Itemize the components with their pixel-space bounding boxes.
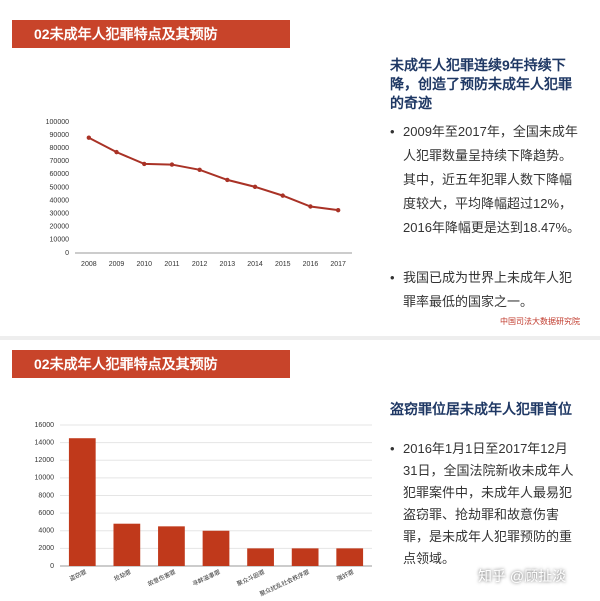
- bar: [113, 523, 141, 566]
- y-tick-label: 0: [50, 563, 54, 570]
- x-tick-label: 盗窃罪: [68, 568, 88, 583]
- bar: [291, 548, 319, 566]
- bar: [202, 530, 230, 566]
- x-tick-label: 2010: [136, 261, 152, 268]
- y-tick-label: 2000: [38, 545, 54, 552]
- point: [169, 162, 175, 167]
- y-tick-label: 60000: [50, 171, 70, 178]
- y-tick-label: 50000: [50, 184, 70, 191]
- header: 02未成年人犯罪特点及其预防: [12, 350, 290, 378]
- bar: [158, 526, 185, 566]
- point: [308, 204, 313, 209]
- y-tick-label: 40000: [50, 197, 70, 204]
- x-tick-label: 寻衅滋事罪: [191, 568, 222, 588]
- title: 未成年人犯罪连续9年持续下降，创造了预防未成年人犯罪的奇迹: [390, 57, 572, 111]
- bar: [247, 548, 274, 566]
- y-tick-label: 0: [65, 250, 69, 257]
- y-tick-label: 100000: [46, 119, 69, 126]
- y-tick-label: 10000: [35, 475, 55, 482]
- x-tick-label: 2013: [220, 261, 236, 268]
- y-tick-label: 4000: [38, 528, 54, 535]
- header: 02未成年人犯罪特点及其预防: [12, 20, 290, 48]
- x-tick-label: 2017: [330, 261, 346, 268]
- y-tick-label: 8000: [38, 492, 54, 499]
- point: [197, 167, 202, 173]
- x-tick-label: 聚众斗殴罪: [236, 569, 266, 588]
- bullet: 2016年1月1日至2017年12月31日，全国法院新收未成年人犯罪案件中，未成…: [390, 438, 580, 570]
- x-tick-label: 2012: [192, 261, 208, 268]
- separator: [0, 336, 600, 340]
- x-tick-label: 2008: [81, 261, 97, 268]
- x-tick-label: 2016: [303, 261, 319, 268]
- y-tick-label: 10000: [50, 237, 70, 244]
- x-tick-label: 聚众扰乱社会秩序罪: [258, 568, 310, 598]
- point: [114, 149, 119, 155]
- x-tick-label: 2014: [247, 261, 263, 268]
- source: 中国司法大数据研究院: [500, 317, 580, 326]
- bar: [68, 438, 96, 566]
- point: [86, 135, 92, 140]
- y-tick-label: 20000: [50, 224, 70, 231]
- point: [280, 193, 285, 198]
- y-tick-label: 30000: [50, 211, 70, 218]
- y-tick-label: 90000: [50, 132, 70, 139]
- point: [225, 177, 230, 183]
- title: 盗窃罪位居未成年人犯罪首位: [390, 401, 572, 417]
- x-tick-label: 2015: [275, 261, 291, 268]
- bar: [336, 548, 364, 566]
- point: [252, 184, 258, 190]
- x-tick-label: 强奸罪: [336, 568, 356, 583]
- x-tick-label: 2011: [164, 261, 179, 268]
- y-tick-label: 14000: [35, 439, 55, 446]
- y-tick-label: 70000: [50, 158, 70, 165]
- point: [142, 161, 147, 167]
- x-tick-label: 抢劫罪: [113, 568, 133, 583]
- point: [335, 207, 341, 213]
- line: [88, 136, 339, 212]
- x-tick-label: 2009: [109, 261, 125, 268]
- bullet: 我国已成为世界上未成年人犯罪率最低的国家之一。: [390, 266, 580, 314]
- watermark: 知乎 @顾扯淡: [478, 568, 567, 584]
- y-tick-label: 80000: [50, 145, 70, 152]
- y-tick-label: 12000: [35, 457, 55, 464]
- bullet: 2009年至2017年，全国未成年人犯罪数量呈持续下降趋势。其中，近五年犯罪人数…: [390, 120, 580, 240]
- y-tick-label: 16000: [35, 422, 55, 429]
- y-tick-label: 6000: [38, 510, 54, 517]
- x-tick-label: 故意伤害罪: [146, 568, 177, 588]
